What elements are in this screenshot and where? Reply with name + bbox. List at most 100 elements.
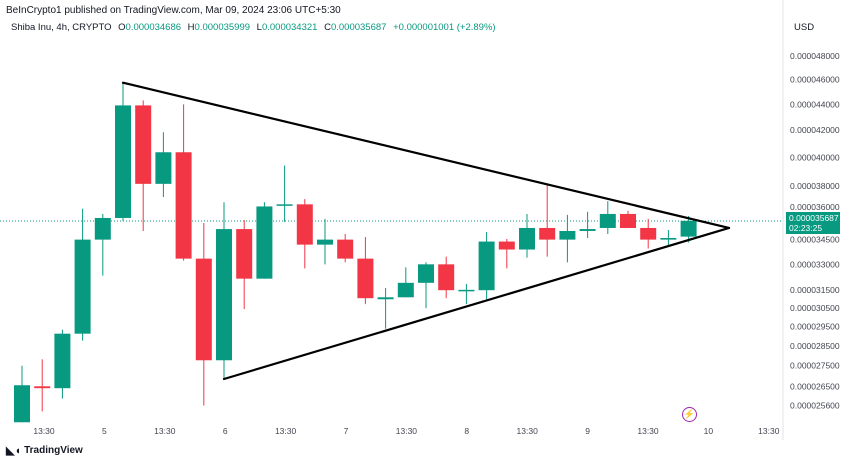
x-tick-label: 13:30 bbox=[758, 426, 780, 436]
candle-body bbox=[195, 258, 212, 361]
x-tick-label: 13:30 bbox=[275, 426, 297, 436]
candle[interactable] bbox=[54, 329, 71, 399]
candle[interactable] bbox=[175, 104, 192, 261]
candle[interactable] bbox=[276, 165, 293, 222]
y-tick-label: 0.000028500 bbox=[790, 341, 840, 351]
trendline[interactable] bbox=[121, 81, 731, 230]
y-tick-label: 0.000029500 bbox=[790, 322, 840, 332]
candle[interactable] bbox=[438, 256, 455, 299]
x-tick-label: 5 bbox=[102, 426, 107, 436]
candle[interactable] bbox=[357, 237, 374, 305]
y-tick-label: 0.000033000 bbox=[790, 259, 840, 269]
last-price-label: 0.000035687 02:23:25 bbox=[786, 212, 840, 234]
candle[interactable] bbox=[519, 213, 535, 258]
x-tick-label: 13:30 bbox=[154, 426, 176, 436]
publish-info: BeInCrypto1 published on TradingView.com… bbox=[6, 5, 341, 16]
candle-body bbox=[559, 230, 576, 240]
y-tick-label: 0.000026500 bbox=[790, 381, 840, 391]
candle[interactable] bbox=[660, 230, 677, 246]
y-tick-label: 0.000030500 bbox=[790, 303, 840, 313]
y-tick-label: 0.000036000 bbox=[790, 202, 840, 212]
x-tick-label: 10 bbox=[704, 426, 714, 436]
x-tick-label: 13:30 bbox=[517, 426, 539, 436]
candle-body bbox=[498, 241, 515, 250]
candle-body bbox=[276, 204, 293, 206]
candle[interactable] bbox=[640, 218, 657, 249]
x-tick-label: 7 bbox=[344, 426, 349, 436]
x-tick-label: 13:30 bbox=[33, 426, 55, 436]
lightning-icon[interactable]: ⚡ bbox=[682, 407, 697, 422]
candle[interactable] bbox=[34, 359, 51, 412]
candle[interactable] bbox=[620, 210, 636, 228]
x-tick-label: 9 bbox=[585, 426, 590, 436]
candle[interactable] bbox=[195, 222, 212, 406]
y-tick-label: 0.000040000 bbox=[790, 152, 840, 162]
y-tick-label: 0.000038000 bbox=[790, 181, 840, 191]
candle-body bbox=[236, 229, 253, 279]
candle-body bbox=[579, 229, 596, 231]
candle[interactable] bbox=[216, 202, 232, 379]
candle[interactable] bbox=[559, 214, 576, 263]
last-price-value: 0.000035687 bbox=[789, 213, 839, 223]
candle-body bbox=[216, 229, 232, 361]
candle-body bbox=[418, 264, 434, 283]
candle[interactable] bbox=[337, 234, 354, 263]
y-tick-label: 0.000027500 bbox=[790, 361, 840, 371]
close-value: C0.000035687 bbox=[324, 22, 387, 33]
candle-body bbox=[519, 227, 535, 250]
candle[interactable] bbox=[599, 201, 616, 235]
candle[interactable] bbox=[236, 219, 253, 310]
candle[interactable] bbox=[115, 82, 131, 221]
candle-body bbox=[620, 213, 636, 228]
tradingview-logo: ◣◖ TradingView bbox=[6, 444, 83, 457]
y-tick-label: 0.000031500 bbox=[790, 285, 840, 295]
candle-body bbox=[458, 289, 475, 292]
open-value: O0.000034686 bbox=[118, 22, 182, 33]
candle[interactable] bbox=[155, 132, 172, 197]
candle[interactable] bbox=[539, 183, 556, 257]
candle-body bbox=[357, 258, 374, 299]
candle[interactable] bbox=[579, 211, 596, 239]
candle[interactable] bbox=[135, 100, 152, 231]
low-value: L0.000034321 bbox=[256, 22, 318, 33]
candle-body bbox=[317, 239, 333, 245]
candle-body bbox=[74, 239, 91, 334]
candle-body bbox=[539, 227, 556, 240]
candle[interactable] bbox=[14, 365, 30, 423]
candle-body bbox=[397, 282, 414, 298]
change-value: +0.000001001 (+2.89%) bbox=[393, 22, 496, 33]
candle[interactable] bbox=[74, 208, 91, 341]
candle-body bbox=[115, 105, 131, 218]
candle-body bbox=[14, 385, 30, 423]
candle[interactable] bbox=[418, 262, 434, 309]
candle[interactable] bbox=[478, 231, 495, 300]
candle[interactable] bbox=[317, 218, 333, 265]
candle-body bbox=[135, 105, 152, 184]
candle[interactable] bbox=[458, 283, 475, 305]
ohlc-legend: Shiba Inu, 4h, CRYPTO O0.000034686 H0.00… bbox=[11, 22, 500, 33]
logo-text: TradingView bbox=[24, 445, 83, 456]
candle-body bbox=[599, 213, 616, 228]
candle[interactable] bbox=[397, 267, 414, 298]
candle-body bbox=[296, 204, 313, 245]
currency-label[interactable]: USD bbox=[794, 22, 815, 33]
candle-body bbox=[256, 206, 273, 279]
candle[interactable] bbox=[94, 213, 111, 276]
high-value: H0.000035999 bbox=[187, 22, 251, 33]
candle-body bbox=[337, 239, 354, 259]
trendline[interactable] bbox=[222, 226, 731, 381]
candle-body bbox=[438, 264, 455, 291]
candle-body bbox=[680, 220, 697, 237]
candle[interactable] bbox=[296, 199, 313, 269]
candle-body bbox=[54, 333, 71, 389]
candle-body bbox=[34, 386, 51, 389]
candle-countdown: 02:23:25 bbox=[789, 223, 823, 233]
candle[interactable] bbox=[498, 238, 515, 269]
candle-body bbox=[175, 152, 192, 259]
x-tick-label: 13:30 bbox=[396, 426, 418, 436]
candle[interactable] bbox=[680, 215, 697, 243]
candle[interactable] bbox=[377, 288, 394, 329]
tradingview-logo-icon: ◣◖ bbox=[6, 445, 22, 457]
candle[interactable] bbox=[256, 202, 273, 279]
